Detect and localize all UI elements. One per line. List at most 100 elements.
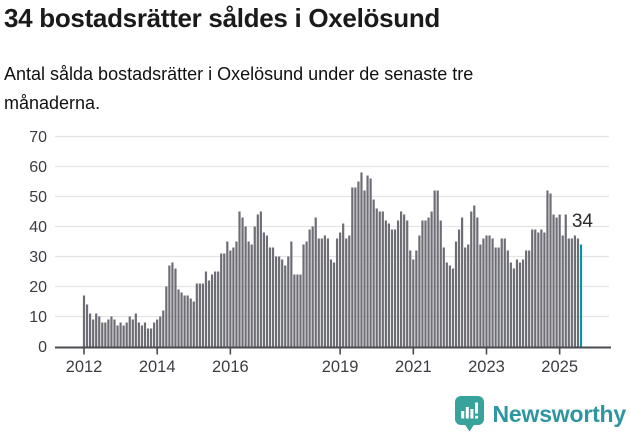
bar — [247, 241, 250, 347]
bar — [381, 211, 384, 347]
bar — [210, 274, 214, 347]
bar — [162, 310, 165, 347]
bar — [360, 172, 363, 347]
bar — [576, 238, 580, 347]
bar — [387, 223, 391, 347]
bar — [116, 325, 119, 347]
bar — [372, 199, 375, 347]
bar — [464, 247, 467, 347]
bar — [159, 316, 162, 347]
chart-subtitle: Antal sålda bostadsrätter i Oxelösund un… — [4, 64, 474, 113]
bar — [268, 247, 272, 347]
bar — [366, 175, 369, 347]
bar — [308, 229, 311, 347]
bar — [454, 241, 458, 347]
bar — [467, 244, 470, 347]
bar — [317, 238, 320, 347]
bar — [442, 247, 445, 347]
bar — [110, 316, 113, 347]
bar — [82, 295, 86, 347]
bar — [214, 271, 217, 347]
bar — [567, 238, 570, 347]
bar — [223, 253, 226, 347]
bar — [149, 328, 153, 347]
bar — [515, 259, 519, 347]
bar — [250, 244, 253, 347]
bar — [418, 235, 421, 347]
bar — [119, 322, 122, 347]
bar — [436, 190, 439, 347]
bar — [180, 292, 183, 347]
x-tick-label: 2019 — [322, 358, 359, 376]
y-tick-label: 50 — [29, 189, 47, 206]
bar — [274, 256, 278, 347]
bar — [265, 235, 269, 347]
y-axis-labels: 0 10 20 30 40 50 60 70 — [29, 129, 47, 356]
bar — [140, 325, 144, 347]
bar — [244, 226, 247, 347]
y-tick-label: 0 — [38, 339, 47, 356]
bar — [137, 322, 140, 347]
bar — [412, 259, 415, 347]
y-tick-label: 60 — [29, 159, 47, 176]
bar — [476, 217, 479, 347]
bar — [540, 229, 543, 347]
bar — [125, 322, 128, 347]
bar — [323, 235, 326, 347]
bar — [107, 319, 110, 347]
bar — [95, 313, 98, 347]
bar — [390, 229, 394, 347]
bar — [332, 262, 336, 347]
bars — [82, 172, 583, 347]
bar — [409, 250, 412, 347]
bar — [293, 274, 296, 347]
newsworthy-logo[interactable]: Newsworthy — [453, 395, 626, 433]
bar — [439, 220, 442, 347]
bar — [198, 283, 201, 347]
bar — [256, 214, 259, 347]
x-tick-label: 2014 — [139, 358, 176, 376]
bar — [525, 250, 528, 347]
current-value-label: 34 — [572, 211, 594, 232]
bar — [128, 316, 131, 347]
bar — [451, 268, 455, 347]
bar — [253, 226, 256, 347]
bar — [284, 265, 287, 347]
bar — [384, 220, 387, 347]
bar — [131, 319, 134, 347]
bar — [546, 190, 549, 347]
bar — [89, 313, 92, 347]
y-tick-label: 30 — [29, 249, 47, 266]
bar — [378, 211, 381, 347]
bar — [290, 241, 293, 347]
bar — [329, 259, 333, 347]
bar — [433, 190, 436, 347]
bar — [430, 211, 433, 347]
bar — [555, 217, 558, 347]
bar — [146, 328, 150, 347]
bar — [189, 298, 192, 347]
bar — [262, 232, 265, 347]
x-tick-label: 2021 — [395, 358, 432, 376]
bar — [448, 265, 451, 347]
bar — [549, 193, 552, 347]
bar — [369, 178, 372, 347]
bar — [534, 229, 537, 347]
bar — [113, 319, 116, 347]
gridlines — [55, 135, 609, 318]
bar — [482, 238, 485, 347]
bar — [305, 241, 308, 347]
bar — [473, 205, 476, 347]
bar — [165, 286, 168, 347]
bar — [403, 214, 406, 347]
current-month-bar — [579, 244, 583, 347]
bar — [296, 274, 299, 347]
bar — [314, 217, 317, 347]
bar — [153, 322, 156, 347]
bar — [259, 211, 262, 347]
bar — [500, 238, 503, 347]
bar — [143, 322, 147, 347]
bar — [348, 235, 351, 347]
